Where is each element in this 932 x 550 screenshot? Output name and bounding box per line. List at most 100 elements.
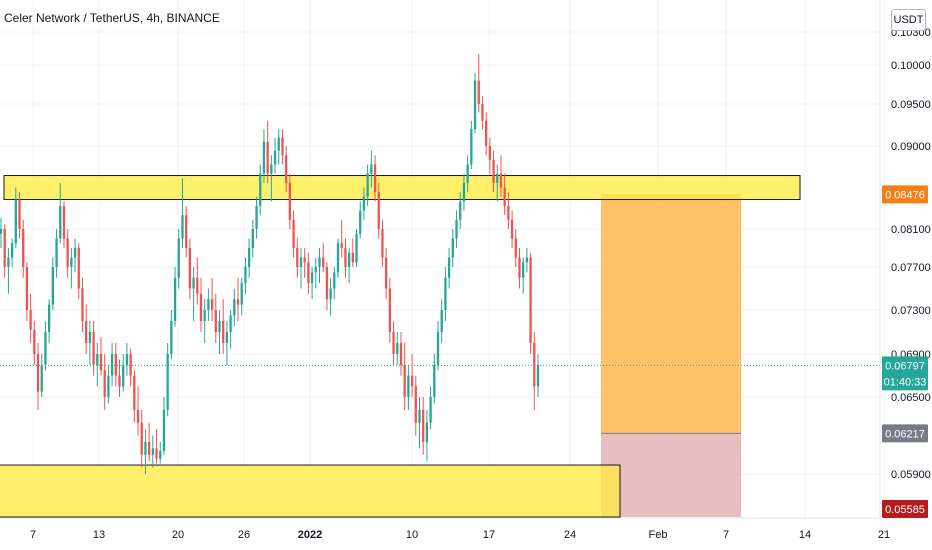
candle-body <box>173 277 177 321</box>
time-tick-label: 26 <box>238 529 250 541</box>
time-tick-label: Feb <box>649 529 668 541</box>
candle-body <box>125 354 129 365</box>
candle-body <box>129 354 132 376</box>
candle-body <box>429 397 432 423</box>
candle-body <box>533 343 536 387</box>
candle-body <box>59 205 62 239</box>
candle-body <box>444 277 447 310</box>
short-position-tool[interactable] <box>601 194 741 517</box>
candle-body <box>377 192 380 229</box>
candle-body <box>151 448 154 455</box>
candle-body <box>536 365 540 387</box>
candle-body <box>414 386 417 423</box>
candle-body <box>188 248 192 289</box>
candle-body <box>103 370 106 397</box>
candle-body <box>266 141 269 174</box>
candles <box>0 54 540 474</box>
price-label-badge <box>882 356 928 391</box>
position-loss-zone[interactable] <box>601 433 741 517</box>
candle-body <box>170 321 173 354</box>
candle-body <box>473 80 477 130</box>
time-tick-label: 20 <box>172 529 184 541</box>
price-tick-label: 0.10000 <box>891 60 931 72</box>
candle-body <box>166 354 169 410</box>
candle-body <box>140 422 143 455</box>
candle-body <box>362 196 366 211</box>
candle-body <box>44 332 47 365</box>
candle-body <box>222 321 225 343</box>
candle-body <box>81 288 84 321</box>
candle-body <box>136 409 140 423</box>
candle-body <box>381 229 384 258</box>
candle-body <box>147 441 151 455</box>
candle-body <box>462 182 466 202</box>
candle-body <box>51 267 54 305</box>
candle-body <box>159 450 162 459</box>
candle-body <box>155 448 158 459</box>
currency-button[interactable]: USDT <box>891 9 926 31</box>
candle-body <box>440 310 443 332</box>
candle-body <box>277 137 280 151</box>
price-label-value: 0.08476 <box>885 189 925 201</box>
candle-body <box>322 257 325 267</box>
candle-body <box>525 257 529 263</box>
candle-body <box>236 299 240 305</box>
candle-body <box>207 299 210 310</box>
candle-body <box>347 252 351 267</box>
candle-body <box>407 375 410 397</box>
candle-body <box>196 277 199 294</box>
price-tick-label: 0.09500 <box>891 99 931 111</box>
candle-body <box>477 80 480 104</box>
candle-body <box>296 248 299 267</box>
price-tick-label: 0.08100 <box>891 224 931 236</box>
candle-body <box>240 283 243 305</box>
candle-body <box>14 199 17 244</box>
time-axis[interactable]: 7 13 20 26 2022 10 17 24 Feb 7 14 21 <box>30 529 890 541</box>
candle-body <box>488 146 492 160</box>
candle-body <box>281 137 284 156</box>
candle-body <box>0 229 3 234</box>
candle-body <box>344 248 347 267</box>
candle-body <box>325 267 329 300</box>
candle-body <box>392 332 395 354</box>
candle-body <box>518 257 521 278</box>
candle-body <box>192 277 195 289</box>
time-tick-label: 24 <box>564 529 576 541</box>
time-tick-label: 21 <box>878 529 890 541</box>
price-labels: 0.08476 0.06797 01:40:33 0.06217 0.05585 <box>882 185 928 518</box>
candle-body <box>25 267 29 310</box>
candle-body <box>259 173 262 206</box>
candle-body <box>329 288 332 300</box>
candle-body <box>359 210 362 234</box>
price-label-value: 0.06217 <box>885 428 925 440</box>
time-tick-label: 2022 <box>298 529 322 541</box>
candle-body <box>122 365 125 387</box>
candle-body <box>270 164 273 174</box>
candle-body <box>503 187 506 206</box>
time-tick-label: 17 <box>483 529 495 541</box>
candle-body <box>314 267 317 273</box>
candle-body <box>92 332 95 365</box>
candle-body <box>447 257 451 278</box>
candle-body <box>399 343 403 365</box>
candle-body <box>85 321 88 343</box>
candle-body <box>118 375 121 387</box>
candle-body <box>451 238 454 258</box>
candle-body <box>77 248 80 289</box>
price-tick-label: 0.07300 <box>891 305 931 317</box>
candle-body <box>481 104 484 121</box>
candle-body <box>33 329 36 354</box>
candle-body <box>492 159 495 183</box>
price-axis[interactable]: 0.103000.100000.095000.090000.081000.077… <box>891 27 931 481</box>
candle-body <box>244 267 247 284</box>
position-profit-zone[interactable] <box>601 194 741 434</box>
candle-body <box>514 238 517 258</box>
candle-body <box>181 215 184 239</box>
zones[interactable] <box>0 175 801 518</box>
price-tick-label: 0.09000 <box>891 141 931 153</box>
candle-body <box>70 257 73 267</box>
price-tick-label: 0.07700 <box>891 262 931 274</box>
candle-body <box>336 243 340 273</box>
